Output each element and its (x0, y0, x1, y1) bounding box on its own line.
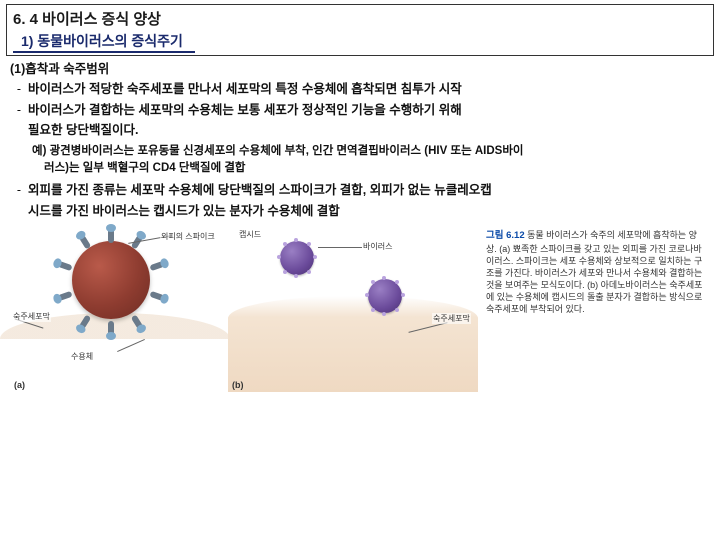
caption-title: 그림 6.12 (486, 230, 525, 241)
bullet-2: - 바이러스가 결합하는 세포막의 수용체는 보통 세포가 정상적인 기능을 수… (10, 101, 710, 120)
subchapter-title: 1) 동물바이러스의 증식주기 (13, 31, 195, 53)
coronavirus-icon (72, 241, 150, 319)
figure-a-enveloped-virus: 외피의 스파이크 숙주세포막 수용체 (a) (10, 227, 220, 392)
label-capsid: 캡시드 (238, 229, 262, 240)
bullet-text: 외피를 가진 종류는 세포막 수용체에 당단백질의 스파이크가 결합, 외피가 … (28, 181, 710, 200)
content-body: (1)흡착과 숙주범위 - 바이러스가 적당한 숙주세포를 만나서 세포막의 특… (0, 56, 720, 221)
caption-body: 동물 바이러스가 숙주의 세포막에 흡착하는 양상. (a) 뾰족한 스파이크를… (486, 230, 702, 315)
adenovirus-icon (368, 279, 402, 313)
leader-line (318, 247, 362, 248)
bullet-marker: - (10, 181, 28, 200)
bullet-text: 바이러스가 결합하는 세포막의 수용체는 보통 세포가 정상적인 기능을 수행하… (28, 101, 710, 120)
bullet-3: - 외피를 가진 종류는 세포막 수용체에 당단백질의 스파이크가 결합, 외피… (10, 181, 710, 200)
example-line-2: 러스)는 일부 백혈구의 CD4 단백질에 결합 (10, 160, 710, 178)
figure-b-naked-virus: 캡시드 바이러스 숙주세포막 (b) (228, 227, 478, 392)
figure-tag-a: (a) (14, 380, 25, 390)
subsection-heading: (1)흡착과 숙주범위 (10, 60, 710, 79)
figure-tag-b: (b) (232, 380, 244, 390)
label-virus: 바이러스 (362, 241, 393, 252)
figure-caption: 그림 6.12 동물 바이러스가 숙주의 세포막에 흡착하는 양상. (a) 뾰… (486, 227, 706, 392)
bullet-2-cont: 필요한 당단백질이다. (10, 121, 710, 140)
lesson-header: 6. 4 바이러스 증식 양상 1) 동물바이러스의 증식주기 (6, 4, 714, 56)
bullet-marker: - (10, 101, 28, 120)
adenovirus-icon (280, 241, 314, 275)
host-cell-surface (228, 296, 478, 392)
example-line-1: 예) 광견병바이러스는 포유동물 신경세포의 수용체에 부착, 인간 면역결핍바… (10, 143, 710, 161)
figure-row: 외피의 스파이크 숙주세포막 수용체 (a) 캡시드 바이러스 숙주세포막 (b… (0, 227, 720, 392)
bullet-3-cont: 시드를 가진 바이러스는 캡시드가 있는 분자가 수용체에 결합 (10, 202, 710, 221)
bullet-1: - 바이러스가 적당한 숙주세포를 만나서 세포막의 특정 수용체에 흡착되면 … (10, 80, 710, 99)
label-receptor: 수용체 (70, 351, 94, 362)
label-host-membrane: 숙주세포막 (432, 313, 471, 324)
label-spike: 외피의 스파이크 (160, 231, 216, 242)
bullet-marker: - (10, 80, 28, 99)
bullet-text: 바이러스가 적당한 숙주세포를 만나서 세포막의 특정 수용체에 흡착되면 침투… (28, 80, 710, 99)
chapter-title: 6. 4 바이러스 증식 양상 (13, 8, 707, 29)
label-host-membrane: 숙주세포막 (12, 311, 51, 322)
